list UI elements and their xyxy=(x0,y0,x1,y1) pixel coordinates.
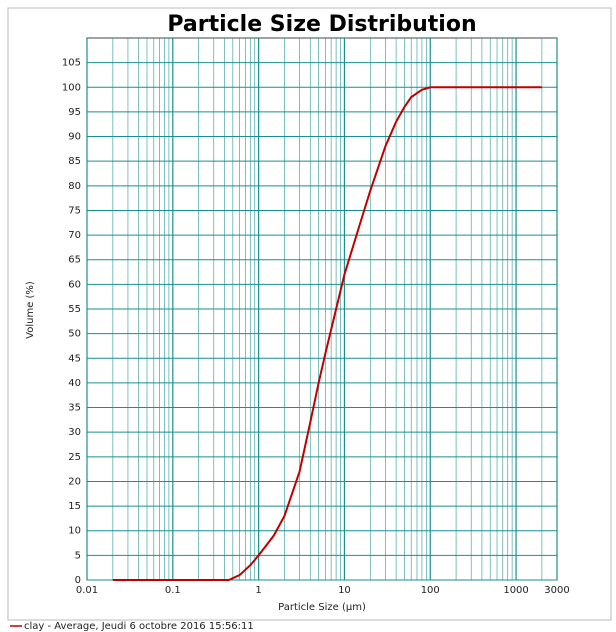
y-tick-label: 65 xyxy=(68,255,81,266)
y-tick-label: 105 xyxy=(62,58,81,69)
data-line xyxy=(112,86,542,581)
y-tick-label: 60 xyxy=(68,279,81,290)
x-tick-label: 3000 xyxy=(544,585,569,596)
y-tick-label: 90 xyxy=(68,132,81,143)
x-tick-label: 1 xyxy=(255,585,261,596)
x-axis-label: Particle Size (µm) xyxy=(278,602,366,613)
y-tick-label: 0 xyxy=(75,575,81,586)
y-tick-label: 25 xyxy=(68,452,81,463)
x-tick-label: 0.1 xyxy=(165,585,181,596)
legend-label: clay - Average, Jeudi 6 octobre 2016 15:… xyxy=(24,621,254,632)
y-tick-label: 55 xyxy=(68,304,81,315)
y-tick-label: 80 xyxy=(68,181,81,192)
y-tick-label: 20 xyxy=(68,476,81,487)
y-tick-label: 40 xyxy=(68,378,81,389)
x-tick-label: 0.01 xyxy=(76,585,98,596)
y-tick-label: 5 xyxy=(75,550,81,561)
y-tick-label: 70 xyxy=(68,230,81,241)
y-tick-label: 50 xyxy=(68,329,81,340)
y-tick-label: 45 xyxy=(68,353,81,364)
y-tick-label: 100 xyxy=(62,82,81,93)
y-tick-label: 95 xyxy=(68,107,81,118)
y-tick-label: 85 xyxy=(68,156,81,167)
y-tick-label: 10 xyxy=(68,526,81,537)
y-tick-label: 15 xyxy=(68,501,81,512)
x-tick-label: 1000 xyxy=(503,585,528,596)
y-axis-label: Volume (%) xyxy=(25,281,36,339)
y-tick-label: 75 xyxy=(68,205,81,216)
y-tick-label: 35 xyxy=(68,403,81,414)
y-tick-label: 30 xyxy=(68,427,81,438)
x-tick-label: 10 xyxy=(338,585,351,596)
chart-title: Particle Size Distribution xyxy=(167,12,476,37)
x-tick-label: 100 xyxy=(421,585,440,596)
